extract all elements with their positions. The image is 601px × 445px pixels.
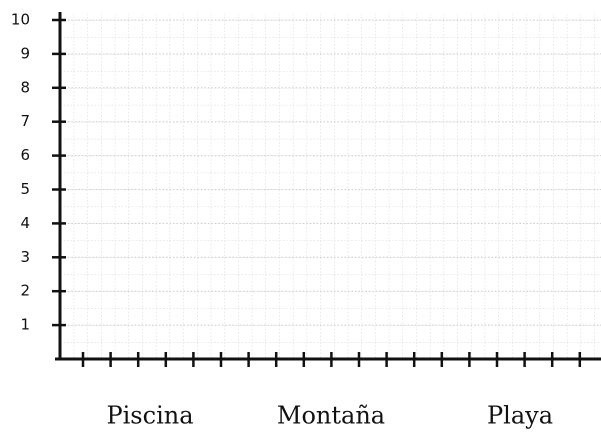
y-tick-label: 1 — [20, 316, 30, 334]
y-tick-label: 5 — [20, 180, 30, 198]
category-label: Playa — [487, 402, 553, 430]
y-tick-label: 9 — [20, 44, 30, 62]
y-tick-label: 7 — [20, 112, 30, 130]
y-tick-label: 8 — [20, 78, 30, 96]
minor-grid — [61, 14, 601, 358]
y-tick-label: 4 — [20, 214, 30, 232]
x-axis-ticks — [81, 352, 582, 367]
grid — [61, 19, 601, 326]
category-label: Montaña — [277, 402, 385, 430]
y-tick-label: 6 — [20, 146, 30, 164]
y-tick-label: 2 — [20, 282, 30, 300]
y-tick-label: 10 — [11, 11, 30, 29]
category-label: Piscina — [106, 402, 193, 430]
y-tick-label: 3 — [20, 248, 30, 266]
